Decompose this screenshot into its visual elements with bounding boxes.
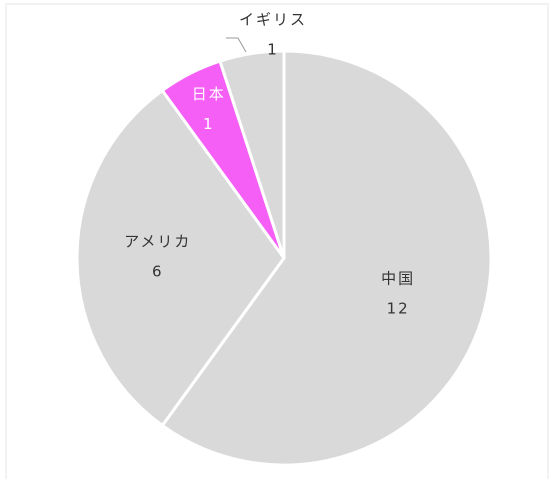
pie-slice [218, 49, 286, 260]
chart-frame [5, 3, 549, 479]
pie-slice [160, 49, 493, 467]
leader-line [226, 37, 247, 53]
value-label: 6 [152, 263, 164, 281]
value-label: 1 [267, 41, 279, 59]
slice-label: イギリス [239, 11, 307, 29]
pie-slice [75, 89, 286, 427]
slice-label: アメリカ [124, 233, 191, 251]
slice-label: 日本 [192, 85, 226, 103]
slice-label: 中国 [381, 270, 415, 288]
value-label: 12 [387, 300, 410, 318]
value-label: 1 [203, 115, 215, 133]
